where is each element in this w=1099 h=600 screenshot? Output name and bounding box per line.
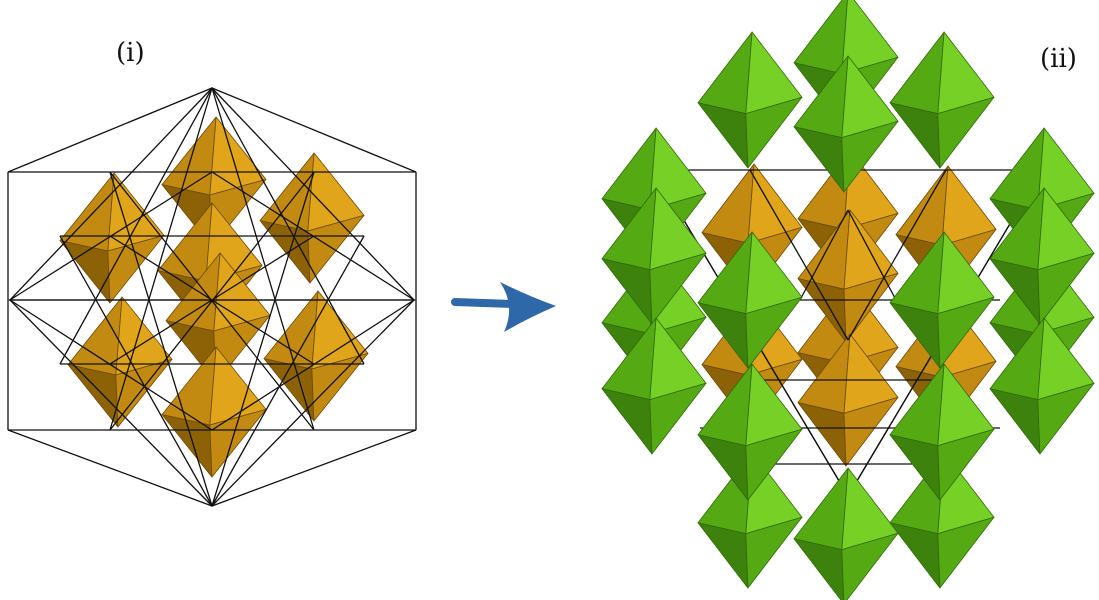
lattice-edge xyxy=(211,87,365,365)
green-octahedron xyxy=(889,451,995,589)
octa-face-lower-right xyxy=(1037,252,1095,325)
octa-face-upper-left xyxy=(697,31,753,114)
lattice-edge xyxy=(799,209,849,301)
octa-face-lower-right xyxy=(209,408,267,478)
octa-face-upper-left xyxy=(793,0,848,74)
gold-octahedra-group xyxy=(59,116,369,478)
gold-octahedron xyxy=(797,333,899,467)
octa-face-lower-right xyxy=(745,296,803,369)
gold-octahedron xyxy=(263,290,369,422)
octa-face-lower-right xyxy=(745,96,803,169)
octa-face-upper-left xyxy=(701,163,755,244)
octa-face-upper-left xyxy=(793,467,849,550)
green-octahedron xyxy=(601,317,707,455)
gold-octahedron xyxy=(67,296,173,428)
octa-face-lower-left xyxy=(989,388,1041,455)
octa-face-lower-right xyxy=(745,516,803,589)
green-octahedron xyxy=(697,363,803,501)
octa-face-lower-right xyxy=(311,352,369,422)
lattice-edge xyxy=(59,87,213,365)
octa-face-lower-left xyxy=(601,388,653,455)
octa-face-lower-left xyxy=(263,358,315,422)
lattice-edge xyxy=(109,87,213,431)
panel-label-ii: (ii) xyxy=(1040,44,1077,74)
lattice-edge xyxy=(749,169,849,341)
green-octahedra-shell xyxy=(601,0,1095,600)
green-octahedron xyxy=(989,187,1095,325)
right-arrow-icon xyxy=(451,282,556,332)
lattice-edge xyxy=(9,299,213,431)
octa-face-lower-right xyxy=(1037,382,1095,455)
green-octahedron xyxy=(793,467,899,600)
octa-face-lower-right xyxy=(649,382,707,455)
panel-i-structure xyxy=(7,87,417,507)
octa-face-lower-left xyxy=(697,522,749,589)
octa-face-lower-right xyxy=(115,358,173,428)
wireframe-lattice xyxy=(7,87,417,507)
lattice-edge xyxy=(211,87,315,431)
octa-face-lower-right xyxy=(841,532,899,600)
octa-face-lower-right xyxy=(937,96,995,169)
lattice-edge xyxy=(211,235,365,507)
arrow-head xyxy=(500,282,556,332)
green-octahedron xyxy=(889,363,995,501)
octa-face-upper-left xyxy=(989,127,1045,211)
green-octahedron xyxy=(889,31,995,169)
octa-face-upper-left xyxy=(263,290,319,370)
green-octahedron xyxy=(601,187,707,325)
octa-face-lower-right xyxy=(937,296,995,369)
lattice-edge xyxy=(211,171,315,507)
octa-face-upper-left xyxy=(889,31,945,114)
octa-face-lower-right xyxy=(841,120,899,193)
octa-face-lower-left xyxy=(67,364,119,428)
lattice-edge xyxy=(109,171,213,507)
green-octahedron xyxy=(697,31,803,169)
arrow-shaft xyxy=(451,298,516,308)
octa-face-lower-right xyxy=(843,396,899,467)
gold-octahedron xyxy=(161,346,267,478)
octa-face-lower-left xyxy=(697,102,749,169)
octa-face-lower-left xyxy=(797,402,847,467)
octa-face-upper-left xyxy=(895,165,949,246)
panel-label-i: (i) xyxy=(116,38,145,68)
lattice-edge xyxy=(847,169,947,341)
lattice-edge xyxy=(109,235,315,365)
green-octahedron xyxy=(889,231,995,369)
lattice-edge xyxy=(211,299,415,431)
octa-face-lower-right xyxy=(745,428,803,501)
octa-face-lower-right xyxy=(843,272,899,343)
panel-ii-structure xyxy=(601,0,1095,600)
octa-face-lower-left xyxy=(793,126,845,193)
octa-face-lower-right xyxy=(937,428,995,501)
octa-face-lower-right xyxy=(937,516,995,589)
octa-face-upper-left xyxy=(601,127,657,211)
green-octahedron xyxy=(697,231,803,369)
green-octahedron xyxy=(793,55,899,193)
lattice-edge xyxy=(59,235,213,507)
octa-face-lower-left xyxy=(889,102,941,169)
octa-face-lower-right xyxy=(649,252,707,325)
green-octahedron xyxy=(989,317,1095,455)
lattice-edge xyxy=(847,209,897,301)
